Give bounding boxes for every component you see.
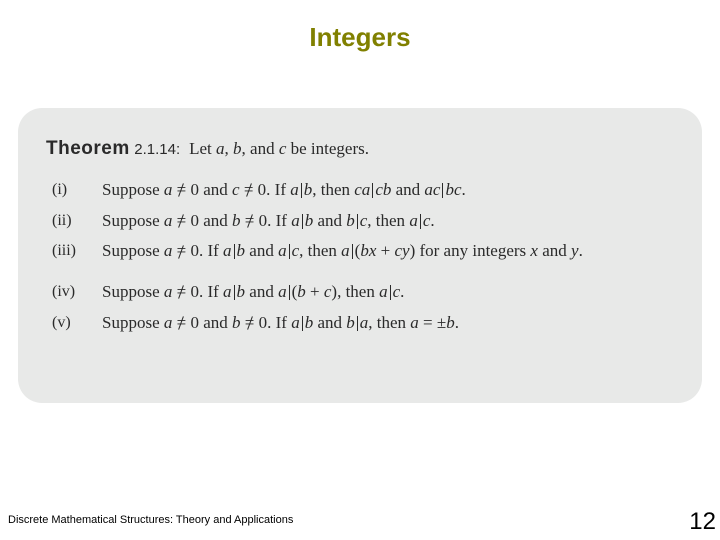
theorem-item-roman: (v) [50, 311, 102, 334]
theorem-item-statement: Suppose a = 0. If ab and a(b + c), then … [102, 280, 674, 305]
theorem-item-statement: Suppose a = 0. If ab and ac, then a(bx +… [102, 239, 674, 264]
theorem-item-statement: Suppose a = 0 and b = 0. If ab and bc, t… [102, 209, 674, 234]
theorem-lead: Let a, b, and c be integers. [189, 139, 369, 158]
footer-text: Discrete Mathematical Structures: Theory… [8, 514, 293, 526]
theorem-item: (ii)Suppose a = 0 and b = 0. If ab and b… [50, 209, 674, 234]
theorem-item-statement: Suppose a = 0 and b = 0. If ab and ba, t… [102, 311, 674, 336]
theorem-item-statement: Suppose a = 0 and c = 0. If ab, then cac… [102, 178, 674, 203]
theorem-list: (i)Suppose a = 0 and c = 0. If ab, then … [46, 178, 674, 335]
theorem-item: (iv)Suppose a = 0. If ab and a(b + c), t… [50, 280, 674, 305]
theorem-item-roman: (ii) [50, 209, 102, 232]
slide-title: Integers [0, 22, 720, 53]
theorem-item-roman: (iii) [50, 239, 102, 262]
theorem-item: (iii)Suppose a = 0. If ab and ac, then a… [50, 239, 674, 264]
theorem-item-roman: (i) [50, 178, 102, 201]
theorem-item: (v)Suppose a = 0 and b = 0. If ab and ba… [50, 311, 674, 336]
theorem-item-roman: (iv) [50, 280, 102, 303]
page-number: 12 [689, 508, 716, 536]
theorem-box: Theorem 2.1.14: Let a, b, and c be integ… [18, 108, 702, 403]
theorem-header: Theorem 2.1.14: Let a, b, and c be integ… [46, 138, 674, 160]
theorem-label-word: Theorem [46, 138, 130, 159]
theorem-label-number: 2.1.14: [134, 141, 180, 158]
theorem-item: (i)Suppose a = 0 and c = 0. If ab, then … [50, 178, 674, 203]
